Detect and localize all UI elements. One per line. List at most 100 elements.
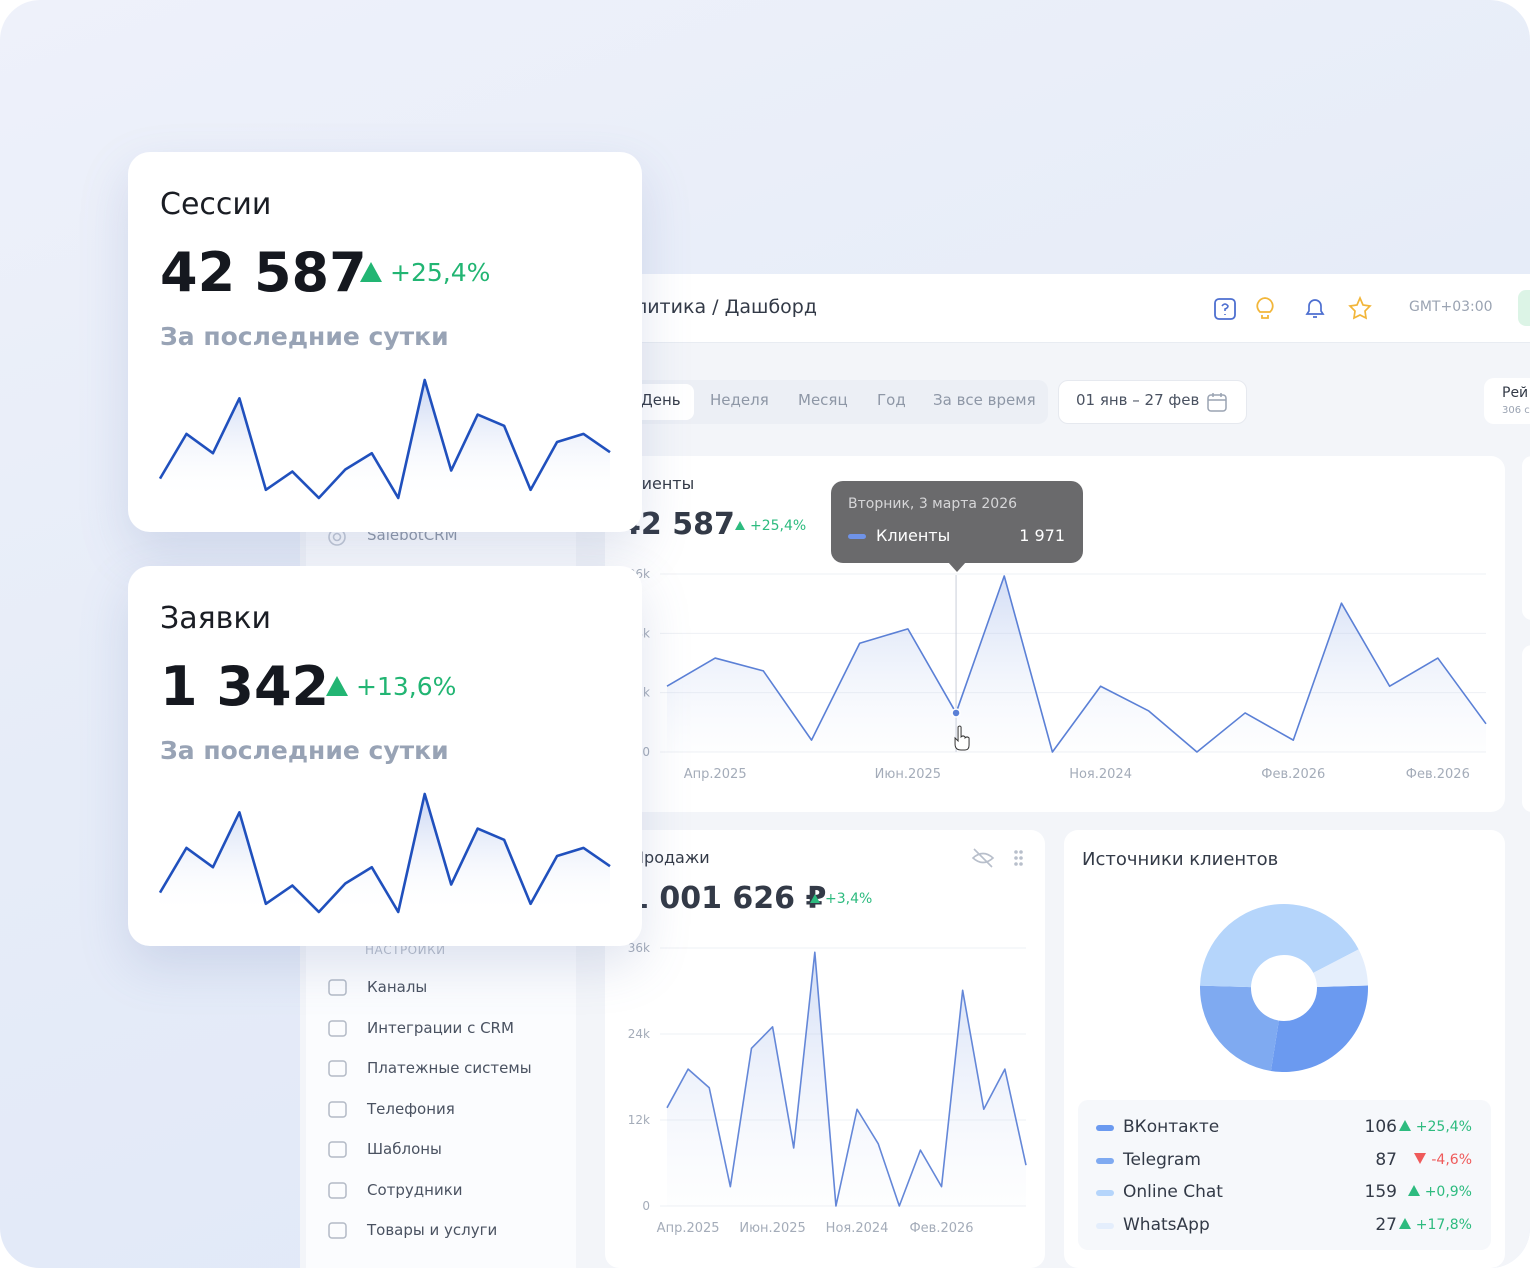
menu-item[interactable]: Платежные системы — [367, 1059, 532, 1077]
tooltip-pointer — [948, 562, 966, 572]
rating-tile[interactable]: Рей 306 с — [1484, 378, 1530, 424]
legend-swatch — [1096, 1125, 1114, 1131]
sparkline — [158, 792, 611, 914]
legend-change-text: +17,8% — [1415, 1216, 1472, 1233]
hide-icon[interactable] — [971, 848, 995, 868]
sidebar-section: НАСТРОЙКИ — [365, 943, 446, 957]
x-tick-label: Апр.2025 — [684, 767, 747, 782]
legend-value: 27 — [1375, 1214, 1397, 1235]
legend-label: WhatsApp — [1123, 1214, 1210, 1235]
menu-icon — [328, 1181, 347, 1199]
menu-icon — [328, 1141, 347, 1158]
idea-icon[interactable] — [1256, 297, 1274, 319]
menu-item[interactable]: Интеграции с CRM — [367, 1018, 514, 1037]
x-tick-label: Июн.2025 — [875, 767, 941, 782]
menu-icon-shape — [328, 1222, 347, 1239]
area — [667, 952, 1026, 1206]
menu-icon — [328, 979, 347, 996]
timezone: GMT+03:00 — [1409, 299, 1493, 315]
x-tick-label: Фев.2026 — [1406, 767, 1470, 782]
menu-icon-shape — [328, 1141, 347, 1158]
card-title: Заявки — [160, 601, 271, 636]
legend-swatch — [1096, 1190, 1114, 1196]
menu-item[interactable]: Товары и услуги — [367, 1221, 498, 1239]
help-glyph — [1221, 303, 1229, 315]
period-tab[interactable]: Неделя — [710, 391, 769, 409]
x-tick-label: Фев.2026 — [1261, 767, 1325, 782]
header-icons — [1214, 295, 1372, 320]
card-period: За последние сутки — [160, 322, 449, 351]
line — [666, 951, 1027, 1207]
sales-total: 1 001 626 ₽ — [628, 881, 827, 916]
period-tab[interactable]: Год — [877, 391, 906, 409]
y-tick-label: 36k — [628, 941, 650, 955]
menu-item[interactable]: Шаблоны — [367, 1140, 442, 1158]
legend-change: +0,9% — [1407, 1184, 1472, 1200]
pie-slice — [1270, 985, 1368, 1073]
period-tab[interactable]: За все время — [933, 391, 1036, 409]
sparkline-area — [160, 794, 610, 914]
sparkline — [158, 378, 611, 500]
sales-change: +3,4% — [810, 892, 872, 906]
bell-icon[interactable] — [1305, 299, 1325, 318]
card-change-text: +13,6% — [356, 672, 457, 701]
tooltip-series: Клиенты — [876, 526, 951, 545]
trend-arrow — [1414, 1152, 1427, 1164]
y-tick-label: 0 — [642, 1199, 650, 1213]
trend-arrow — [1398, 1217, 1411, 1229]
legend-label: Telegram — [1123, 1149, 1201, 1170]
y-tick-label: 24k — [628, 1027, 650, 1041]
calendar-icon[interactable] — [1206, 391, 1228, 413]
card-change-text: +25,4% — [390, 258, 491, 287]
period-tab[interactable]: Месяц — [798, 391, 848, 409]
legend-swatch — [1096, 1157, 1114, 1164]
metric-card: Заявки 1 342 +13,6% За последние сутки — [128, 566, 642, 946]
date-picker[interactable] — [1058, 380, 1247, 424]
action-button[interactable] — [1518, 290, 1530, 326]
drag-icon[interactable] — [1014, 850, 1023, 866]
x-tick-label: Ноя.2024 — [826, 1221, 889, 1236]
tooltip-date: Вторник, 3 марта 2026 — [848, 496, 1018, 512]
y-tick-label: 12k — [628, 1113, 650, 1127]
trend-arrow — [1398, 1120, 1411, 1131]
sparkline-line — [158, 792, 611, 914]
sparkline-line — [158, 378, 611, 500]
clients-change: +25,4% — [735, 519, 806, 533]
date-range: 01 янв – 27 фев — [1076, 391, 1200, 409]
menu-item[interactable]: Сотрудники — [367, 1180, 463, 1199]
sales-title: Продажи — [632, 848, 710, 867]
legend-change-text: -4,6% — [1431, 1151, 1472, 1168]
tooltip: Вторник, 3 марта 2026 Клиенты 1 971 — [831, 481, 1083, 563]
card-title: Сессии — [160, 187, 272, 222]
legend-swatch — [1096, 1222, 1114, 1229]
legend-change-text: +0,9% — [1424, 1184, 1472, 1200]
menu-item[interactable]: Каналы — [367, 978, 428, 996]
period-tab[interactable]: День — [641, 391, 681, 409]
rating-subtitle: 306 с — [1502, 405, 1530, 416]
star-icon[interactable] — [1348, 295, 1372, 320]
line — [666, 575, 1487, 753]
card-change: +13,6% — [326, 674, 456, 699]
menu-icon — [328, 1019, 347, 1037]
help-icon[interactable] — [1214, 298, 1236, 320]
x-tick-label: Июн.2025 — [739, 1221, 805, 1236]
pie-slice — [1313, 949, 1368, 988]
sources-title: Источники клиентов — [1082, 849, 1279, 870]
x-tick-label: Фев.2026 — [909, 1221, 973, 1236]
side-card — [1522, 456, 1530, 620]
menu-icon-shape — [328, 1019, 347, 1037]
sources-legend-box — [1078, 1100, 1491, 1250]
cursor — [954, 725, 970, 751]
sales-change-text: +3,4% — [825, 891, 873, 907]
sales-card-tools — [971, 848, 1023, 868]
menu-item[interactable]: Телефония — [367, 1099, 455, 1118]
area — [667, 575, 1486, 752]
clients-change-text: +25,4% — [750, 518, 807, 534]
x-tick-label: Апр.2025 — [657, 1221, 720, 1236]
menu-icon — [328, 1222, 347, 1239]
trend-arrow — [1407, 1185, 1420, 1196]
card-change: +25,4% — [360, 260, 490, 285]
